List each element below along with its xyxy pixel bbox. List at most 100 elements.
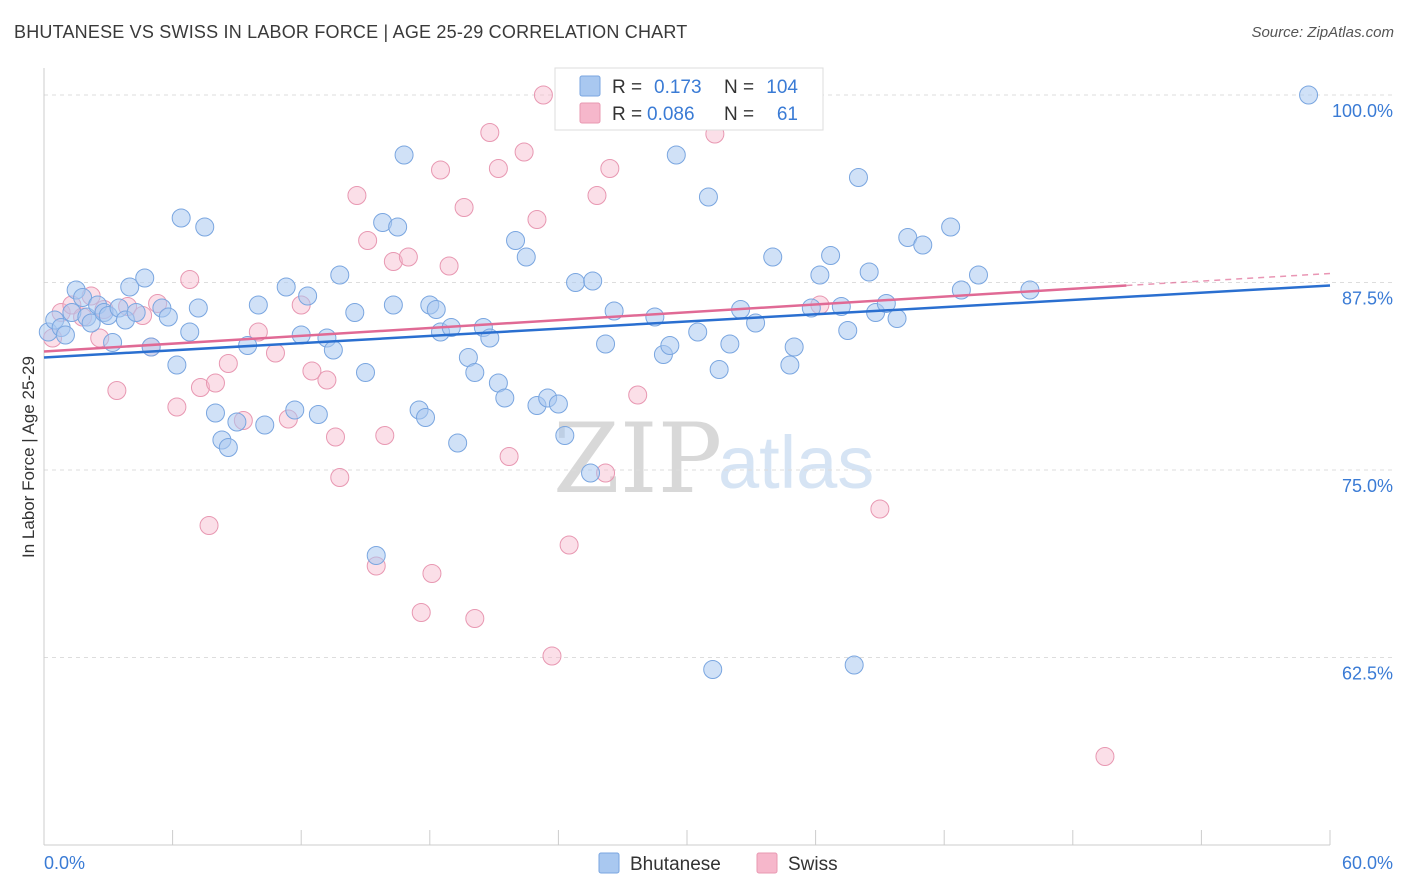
bhutanese-point bbox=[495, 388, 515, 408]
bhutanese-point bbox=[126, 303, 146, 322]
swiss-point bbox=[325, 427, 345, 447]
bhutanese-point bbox=[323, 340, 343, 360]
swiss-point bbox=[422, 564, 442, 583]
bhutanese-point bbox=[1299, 85, 1319, 105]
bhutanese-point bbox=[596, 334, 616, 354]
bhutanese-point bbox=[345, 303, 365, 322]
swiss-point bbox=[383, 252, 403, 271]
bhutanese-point bbox=[913, 235, 933, 255]
bhutanese-point bbox=[516, 247, 536, 267]
swiss-point bbox=[317, 370, 337, 390]
swiss-point bbox=[358, 231, 378, 250]
swiss-point bbox=[199, 516, 219, 535]
bhutanese-point bbox=[416, 408, 436, 427]
x-tick-label-min: 0.0% bbox=[44, 853, 85, 873]
swiss-point bbox=[411, 603, 431, 622]
bhutanese-point bbox=[709, 360, 729, 379]
swiss-point bbox=[431, 160, 451, 180]
bhutanese-point bbox=[388, 217, 408, 237]
y-tick-label: 75.0% bbox=[1342, 476, 1393, 496]
bhutanese-trend-line bbox=[43, 284, 1331, 359]
swiss-point bbox=[1095, 747, 1115, 766]
bhutanese-point bbox=[688, 322, 708, 342]
swiss-point bbox=[248, 322, 268, 342]
y-tick-labels: 62.5% 75.0% 87.5% 100.0% bbox=[1332, 101, 1393, 684]
bhutanese-point bbox=[821, 246, 841, 265]
bhutanese-point bbox=[180, 322, 200, 342]
swiss-trend-extension bbox=[1126, 272, 1331, 287]
bhutanese-point bbox=[848, 168, 868, 187]
bhutanese-point bbox=[426, 300, 446, 319]
bhutanese-point bbox=[448, 433, 468, 453]
watermark: ZIP atlas bbox=[553, 403, 874, 515]
y-axis-title: In Labor Force | Age 25-29 bbox=[19, 356, 38, 558]
swiss-point bbox=[533, 85, 553, 105]
bhutanese-point bbox=[763, 247, 783, 267]
bhutanese-point bbox=[356, 363, 375, 382]
bhutanese-point bbox=[55, 325, 75, 345]
bhutanese-point bbox=[887, 309, 907, 328]
watermark-atlas: atlas bbox=[718, 421, 874, 504]
swiss-point bbox=[180, 270, 200, 289]
swiss-point bbox=[265, 343, 285, 363]
bhutanese-point bbox=[298, 286, 318, 306]
bhutanese-point bbox=[285, 400, 305, 420]
bhutanese-point bbox=[308, 405, 328, 424]
bhutanese-point bbox=[81, 313, 101, 333]
x-ticks bbox=[43, 830, 1331, 845]
bhutanese-point bbox=[968, 265, 988, 285]
watermark-zip: ZIP bbox=[553, 403, 722, 515]
swiss-point bbox=[559, 535, 579, 555]
series-legend: Bhutanese Swiss bbox=[598, 852, 838, 875]
bhutanese-point bbox=[698, 187, 718, 207]
bhutanese-point bbox=[330, 265, 350, 285]
bhutanese-point bbox=[158, 307, 178, 327]
swiss-point bbox=[398, 247, 418, 267]
swiss-point bbox=[480, 123, 500, 142]
bhutanese-point bbox=[566, 273, 586, 292]
chart-title: BHUTANESE VS SWISS IN LABOR FORCE | AGE … bbox=[14, 22, 688, 42]
bhutanese-point bbox=[394, 145, 414, 165]
swiss-point bbox=[205, 373, 225, 393]
legend-n-label-1: N = bbox=[724, 77, 754, 98]
bhutanese-point bbox=[660, 336, 680, 355]
bhutanese-point bbox=[506, 231, 526, 250]
swiss-point bbox=[628, 385, 648, 405]
bhutanese-point bbox=[780, 355, 800, 375]
swiss-point bbox=[870, 499, 890, 519]
y-tick-label: 100.0% bbox=[1332, 101, 1393, 121]
swiss-point bbox=[465, 609, 485, 628]
swiss-point bbox=[167, 397, 187, 417]
bhutanese-point bbox=[167, 355, 187, 375]
bhutanese-point bbox=[195, 217, 215, 237]
legend-r-value-2: 0.086 bbox=[647, 104, 695, 125]
legend-n-value-1: 104 bbox=[766, 77, 798, 98]
bhutanese-point bbox=[188, 298, 208, 318]
bhutanese-point bbox=[141, 337, 161, 357]
bhutanese-point bbox=[120, 277, 140, 297]
swiss-point bbox=[439, 256, 459, 276]
bhutanese-point bbox=[555, 426, 575, 445]
bhutanese-point bbox=[205, 403, 225, 423]
bhutanese-point bbox=[218, 438, 238, 457]
bhutanese-point bbox=[135, 268, 155, 288]
swiss-point bbox=[107, 381, 127, 400]
bhutanese-point bbox=[227, 412, 247, 432]
trend-lines bbox=[43, 272, 1331, 359]
swiss-point bbox=[218, 354, 238, 373]
swiss-point bbox=[302, 361, 322, 381]
bhutanese-point bbox=[941, 217, 961, 237]
bhutanese-point bbox=[666, 145, 686, 165]
bhutanese-point bbox=[366, 546, 386, 565]
bhutanese-point bbox=[171, 208, 191, 228]
y-tick-label: 62.5% bbox=[1342, 664, 1393, 684]
swiss-point bbox=[587, 186, 607, 205]
swiss-point bbox=[454, 198, 474, 217]
bhutanese-point bbox=[383, 295, 403, 315]
swiss-point bbox=[600, 159, 620, 178]
bhutanese-point bbox=[810, 265, 830, 285]
swiss-point bbox=[527, 210, 547, 229]
bottom-legend-bhutanese: Bhutanese bbox=[630, 854, 721, 875]
bhutanese-point bbox=[465, 363, 485, 382]
